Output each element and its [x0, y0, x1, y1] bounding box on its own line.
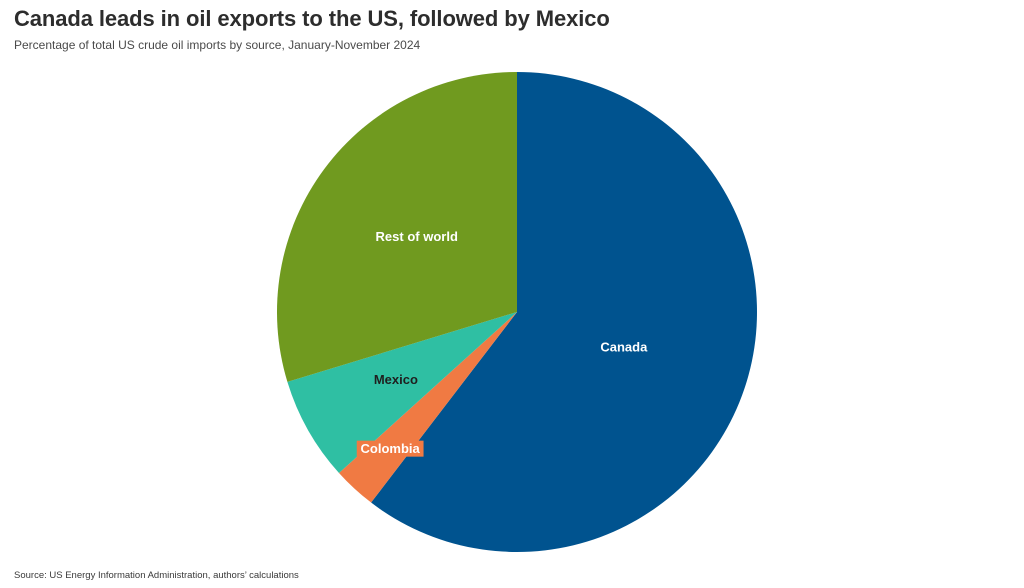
pie-slices: [276, 72, 757, 552]
pie-slice-mexico: [287, 312, 517, 473]
pie-label-canada: Canada: [600, 340, 648, 355]
pie-labels: Canada Colombia Mexico Rest of world: [356, 229, 648, 457]
pie-slice-rest-of-world: [276, 72, 517, 382]
pie-label-mexico: Mexico: [374, 372, 418, 387]
chart-title: Canada leads in oil exports to the US, f…: [14, 6, 610, 31]
pie-slice-canada: [371, 72, 757, 552]
chart-subtitle: Percentage of total US crude oil imports…: [14, 38, 421, 52]
pie-label-bg-colombia: [356, 440, 424, 457]
pie-label-colombia: Colombia: [361, 441, 421, 456]
pie-label-rest-of-world: Rest of world: [376, 229, 458, 244]
source-note: Source: US Energy Information Administra…: [14, 570, 299, 581]
